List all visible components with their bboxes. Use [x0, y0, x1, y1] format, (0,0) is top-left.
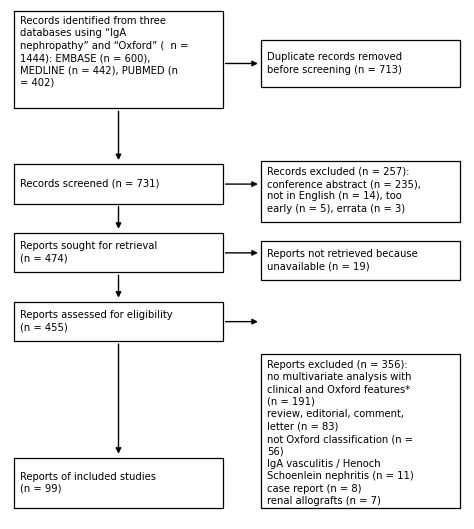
Text: Reports sought for retrieval
(n = 474): Reports sought for retrieval (n = 474) — [20, 241, 158, 264]
Text: Records excluded (n = 257):
conference abstract (n = 235),
not in English (n = 1: Records excluded (n = 257): conference a… — [267, 167, 421, 214]
FancyBboxPatch shape — [261, 40, 460, 87]
Text: Reports of included studies
(n = 99): Reports of included studies (n = 99) — [20, 471, 156, 494]
Text: Records screened (n = 731): Records screened (n = 731) — [20, 179, 160, 189]
Text: Duplicate records removed
before screening (n = 713): Duplicate records removed before screeni… — [267, 52, 402, 75]
FancyBboxPatch shape — [14, 458, 223, 508]
FancyBboxPatch shape — [261, 161, 460, 222]
FancyBboxPatch shape — [261, 241, 460, 280]
Text: Records identified from three
databases using “IgA
nephropathy” and “Oxford” (  : Records identified from three databases … — [20, 16, 189, 88]
Text: Reports assessed for eligibility
(n = 455): Reports assessed for eligibility (n = 45… — [20, 310, 173, 333]
FancyBboxPatch shape — [14, 302, 223, 341]
FancyBboxPatch shape — [14, 233, 223, 272]
FancyBboxPatch shape — [261, 354, 460, 508]
Text: Reports excluded (n = 356):
no multivariate analysis with
clinical and Oxford fe: Reports excluded (n = 356): no multivari… — [267, 360, 414, 506]
Text: Reports not retrieved because
unavailable (n = 19): Reports not retrieved because unavailabl… — [267, 249, 418, 272]
FancyBboxPatch shape — [14, 164, 223, 204]
FancyBboxPatch shape — [14, 11, 223, 108]
